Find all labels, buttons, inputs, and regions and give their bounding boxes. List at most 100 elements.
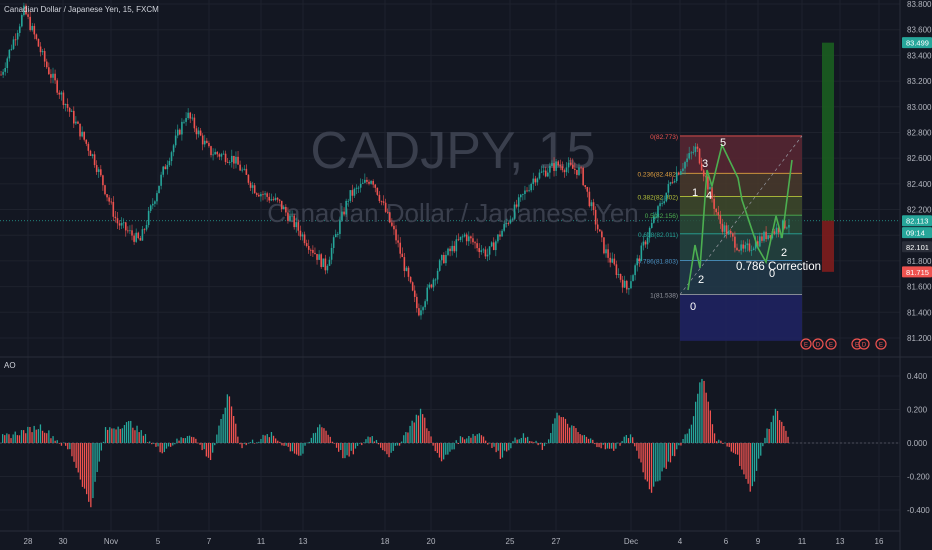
ao-bar [695, 401, 697, 443]
candle-body [112, 201, 115, 217]
time-tick-label: 27 [552, 537, 561, 546]
ao-bar [522, 433, 525, 443]
event-marker[interactable] [800, 338, 812, 350]
ao-bar [443, 443, 445, 460]
candle-body [397, 240, 399, 243]
ao-bar [499, 443, 501, 459]
candle-body [675, 172, 678, 182]
ao-bar [373, 441, 375, 443]
candle-body [405, 267, 408, 272]
ao-bar [27, 426, 29, 443]
ao-bar [749, 443, 751, 492]
candle-body [110, 201, 113, 203]
ao-bar [468, 435, 470, 443]
candle-body [661, 203, 663, 205]
ao-bar [380, 443, 382, 448]
candle-body [224, 153, 227, 162]
price-tick-label: 81.400 [907, 308, 932, 317]
ao-bar [352, 443, 354, 455]
candle-body [436, 270, 439, 280]
ao-bar [583, 434, 585, 443]
ao-bar [762, 443, 764, 447]
candle-body [264, 193, 266, 195]
candle-body [426, 287, 429, 302]
candle-body [353, 188, 356, 196]
ao-bar [289, 443, 291, 452]
ao-bar [629, 434, 632, 443]
candle-body [644, 241, 647, 245]
ao-bar [705, 392, 707, 443]
wave-labels: 0 1 2 3 4 5 0 2 0.786 Correction [690, 137, 821, 313]
ao-bar [558, 415, 560, 443]
candle-body [659, 203, 661, 207]
ao-bar [117, 426, 119, 443]
candle-body [669, 182, 672, 185]
ao-bar [283, 443, 285, 446]
ao-bar [600, 443, 602, 449]
candle-body [247, 174, 250, 183]
ao-bar [457, 443, 459, 445]
position-target-zone [822, 42, 834, 221]
candle-body [295, 222, 298, 228]
candle-body [274, 197, 277, 200]
candle-body [174, 135, 177, 146]
candle-body [95, 165, 98, 172]
ao-tick-label: 0.400 [907, 372, 928, 381]
candle-body [499, 234, 501, 237]
ao-bar [247, 443, 249, 444]
time-tick-label: 28 [24, 537, 33, 546]
ao-bar [291, 443, 294, 452]
candle-body [702, 170, 705, 177]
ao-bar [207, 443, 210, 458]
ao-bar [167, 443, 170, 447]
candle-body [557, 161, 559, 166]
candle-body [605, 249, 607, 254]
candle-body [559, 165, 562, 167]
ao-bar [359, 443, 361, 444]
candle-body [23, 5, 25, 16]
candle-body [744, 245, 747, 249]
candle-body [33, 25, 36, 35]
candle-body [765, 231, 767, 240]
ao-bar [650, 443, 653, 493]
candle-body [407, 267, 410, 277]
candle-body [364, 179, 366, 183]
fibonacci-tool[interactable]: 0(82.773) 0.236(82.482) 0.382(82.302) 0.5(8… [638, 134, 803, 341]
wave-drawing[interactable] [687, 142, 793, 291]
candle-body [332, 237, 335, 248]
candle-body [461, 236, 464, 238]
candle-body [476, 243, 478, 249]
candle-body [380, 201, 383, 202]
candle-body [297, 222, 300, 231]
candle-body [451, 245, 453, 252]
event-marker[interactable] [858, 338, 870, 350]
event-marker[interactable] [812, 338, 824, 350]
candle-body [673, 181, 676, 183]
candle-body [740, 244, 742, 251]
ao-bar [459, 436, 462, 443]
ao-bar [751, 443, 753, 487]
ao-bar [560, 417, 562, 443]
price-tick-label: 82.800 [907, 128, 932, 137]
event-marker-letter: E [855, 343, 859, 349]
event-marker[interactable] [825, 338, 837, 350]
candle-body [131, 230, 133, 236]
ao-bar [73, 443, 75, 462]
candle-body [0, 74, 2, 76]
candle-body [786, 227, 788, 229]
price-badge-text: 82.113 [906, 217, 928, 226]
time-tick-label: 11 [798, 537, 807, 546]
ao-bar [237, 436, 239, 443]
long-position-tool[interactable] [822, 42, 834, 272]
event-marker[interactable] [875, 338, 887, 350]
ao-bar [697, 393, 699, 443]
candle-body [501, 230, 503, 237]
ao-bar [419, 408, 422, 443]
ao-bar [16, 435, 18, 443]
candle-body [667, 184, 670, 193]
ao-bar [10, 438, 12, 443]
candle-body [725, 225, 728, 235]
